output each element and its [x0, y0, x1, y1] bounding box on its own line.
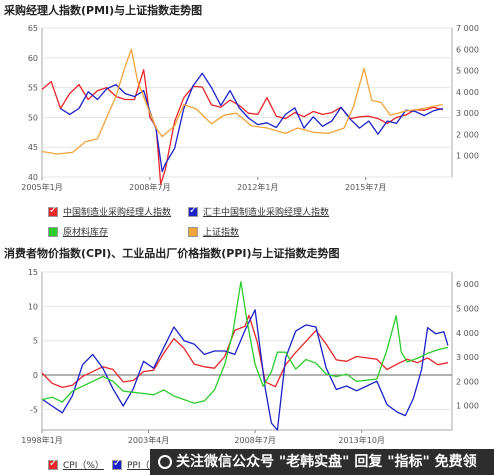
- cpi-ppi-chart: -5 0 5 10 15 1 000 2 000 3 000 4 000 5 000 6 000 19…: [21, 268, 479, 445]
- legend-item[interactable]: 上证指数: [188, 225, 239, 238]
- y-left-tick-label: 40: [28, 173, 38, 182]
- y-left-tick-label: 5: [33, 337, 38, 346]
- legend-label: PPI（%）: [127, 461, 168, 471]
- y-left-tick-label: 0: [33, 371, 38, 380]
- legend-item[interactable]: 原材料库存: [48, 225, 108, 238]
- y-right-tick-label: 1 000: [456, 402, 479, 411]
- wechat-icon: [158, 455, 172, 469]
- series-line: [60, 72, 443, 173]
- pmi-chart: 40 45 50 55 60 65 1 000 2 000 3 000 4 000 5 000 6 0…: [21, 24, 479, 192]
- series-line: [41, 69, 443, 185]
- y-right-tick-label: 6 000: [456, 280, 479, 289]
- legend-swatch: [48, 226, 58, 237]
- y-left-tick-label: -5: [30, 405, 38, 414]
- x-tick-label: 2008年7月: [129, 182, 170, 192]
- y-right-tick-label: 1 000: [456, 152, 479, 161]
- x-tick-label: 2015年7月: [345, 182, 386, 192]
- y-right-tick-label: 6 000: [456, 45, 479, 54]
- legend-item[interactable]: 汇丰中国制造业采购经理人指数: [188, 205, 329, 218]
- plot-frame: [41, 27, 453, 178]
- x-tick-label: 2013年10月: [338, 435, 385, 445]
- legend-swatch: [48, 458, 58, 470]
- y-right-tick-label: 5 000: [456, 67, 479, 76]
- legend-label: CPI（%）: [63, 461, 104, 471]
- legend-item[interactable]: 中国制造业采购经理人指数: [48, 205, 171, 218]
- legend-swatch: [48, 205, 58, 217]
- legend-label: 原材料库存: [63, 228, 109, 238]
- chart1-title: 采购经理人指数(PMI)与上证指数走势图: [4, 4, 203, 17]
- y-right-tick-label: 4 000: [456, 329, 479, 338]
- legend-label: 中国制造业采购经理人指数: [63, 208, 172, 218]
- x-tick-label: 1998年1月: [21, 435, 62, 445]
- x-tick-label: 2012年1月: [237, 182, 278, 192]
- y-right-tick-label: 5 000: [456, 304, 479, 313]
- legend-item[interactable]: CPI（%）: [48, 458, 104, 471]
- x-tick-label: 2003年4月: [128, 435, 169, 445]
- plot-frame: [41, 271, 453, 431]
- y-right-tick-label: 3 000: [456, 109, 479, 118]
- legend-label: 汇丰中国制造业采购经理人指数: [203, 208, 330, 218]
- y-left-tick-label: 10: [28, 302, 38, 311]
- chart2-legend: CPI（%） PPI（%）: [0, 455, 494, 475]
- legend-swatch: [112, 458, 122, 470]
- y-left-tick-label: 65: [28, 24, 38, 33]
- series-line: [41, 309, 449, 431]
- y-right-tick-label: 4 000: [456, 88, 479, 97]
- legend-swatch: [188, 205, 198, 217]
- y-right-tick-label: 7 000: [456, 24, 479, 33]
- series-line: [41, 48, 443, 155]
- promo-banner[interactable]: 关注微信公众号 "老韩实盘" 回复 "指标" 免费领: [150, 449, 494, 475]
- promo-text: 关注微信公众号 "老韩实盘" 回复 "指标" 免费领: [176, 454, 477, 470]
- y-right-tick-label: 2 000: [456, 377, 479, 386]
- x-tick-label: 2005年1月: [21, 182, 62, 192]
- y-left-tick-label: 15: [28, 268, 38, 277]
- y-left-tick-label: 55: [28, 84, 38, 93]
- y-right-tick-label: 3 000: [456, 353, 479, 362]
- y-left-tick-label: 45: [28, 143, 38, 152]
- y-left-tick-label: 60: [28, 54, 38, 63]
- x-tick-label: 2008年7月: [234, 435, 275, 445]
- chart2-title: 消费者物价指数(CPI)、工业品出厂价格指数(PPI)与上证指数走势图: [4, 247, 340, 260]
- legend-label: 上证指数: [203, 228, 240, 238]
- legend-swatch: [188, 226, 198, 237]
- y-left-tick-label: 50: [28, 113, 38, 122]
- legend-item[interactable]: PPI（%）: [112, 458, 167, 471]
- series-line: [41, 281, 449, 404]
- y-right-tick-label: 2 000: [456, 130, 479, 139]
